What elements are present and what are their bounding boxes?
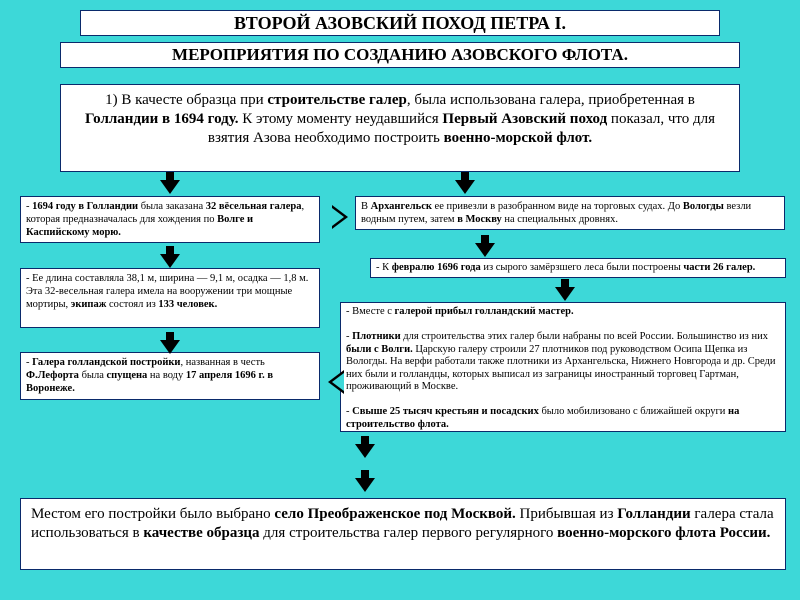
arrow-down-icon [160,180,180,194]
box-left-a: - 1694 году в Голландии была заказана 32… [20,196,320,243]
arrow-left-icon [328,370,344,394]
box-left-b: - Ее длина составляла 38,1 м, ширина — 9… [20,268,320,328]
arrow-down-icon [355,444,375,458]
arrow-down-icon [355,478,375,492]
arrow-down-icon [160,340,180,354]
arrow-down-icon [555,287,575,301]
box-right-b: - К февралю 1696 года из сырого замёрзше… [370,258,786,278]
box-left-c: - Галера голландской постройки, названна… [20,352,320,400]
arrow-right-icon [332,205,348,229]
intro-box: 1) В качесте образца при строительстве г… [60,84,740,172]
arrow-down-icon [475,243,495,257]
box-right-c: - Вместе с галерой прибыл голландский ма… [340,302,786,432]
footer-box: Местом его постройки было выбрано село П… [20,498,786,570]
title-main: ВТОРОЙ АЗОВСКИЙ ПОХОД ПЕТРА I. [80,10,720,36]
arrow-down-icon [160,254,180,268]
title-sub: МЕРОПРИЯТИЯ ПО СОЗДАНИЮ АЗОВСКОГО ФЛОТА. [60,42,740,68]
box-right-a: В Архангельск ее привезли в разобранном … [355,196,785,230]
arrow-down-icon [455,180,475,194]
